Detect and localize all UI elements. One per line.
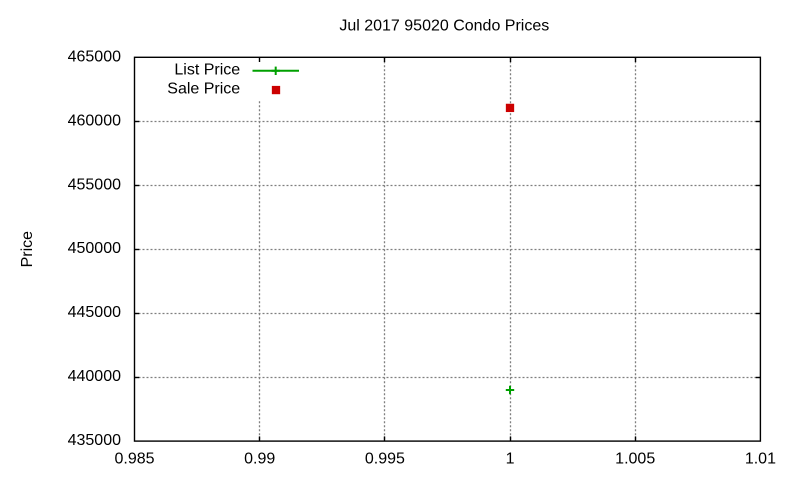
svg-text:435000: 435000 — [68, 432, 121, 449]
svg-text:Sale Price: Sale Price — [167, 81, 240, 98]
svg-text:0.995: 0.995 — [365, 450, 405, 467]
svg-text:450000: 450000 — [68, 240, 121, 257]
svg-text:0.99: 0.99 — [244, 450, 275, 467]
svg-text:1: 1 — [506, 450, 515, 467]
svg-text:440000: 440000 — [68, 368, 121, 385]
svg-text:1.005: 1.005 — [615, 450, 655, 467]
svg-text:455000: 455000 — [68, 176, 121, 193]
svg-text:Jul 2017 95020 Condo Prices: Jul 2017 95020 Condo Prices — [339, 18, 549, 35]
svg-text:Price: Price — [19, 231, 36, 268]
svg-text:List Price: List Price — [174, 62, 240, 79]
svg-text:0.985: 0.985 — [114, 450, 154, 467]
svg-text:460000: 460000 — [68, 112, 121, 129]
svg-text:1.01: 1.01 — [745, 450, 776, 467]
svg-text:445000: 445000 — [68, 304, 121, 321]
svg-text:465000: 465000 — [68, 48, 121, 65]
